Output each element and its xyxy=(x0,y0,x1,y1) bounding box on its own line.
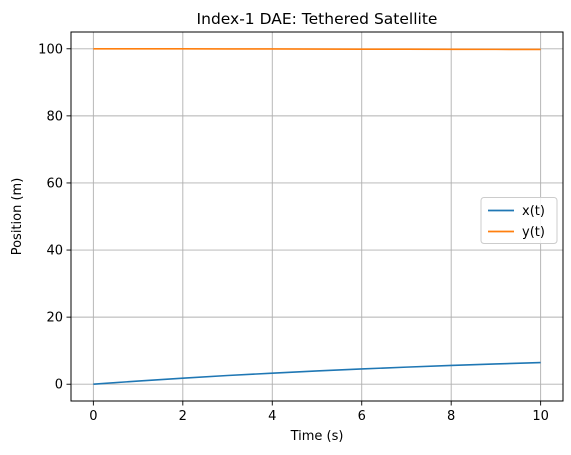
series-lines xyxy=(93,47,541,386)
plot-area-frame xyxy=(70,31,564,402)
legend-label: y(t) xyxy=(522,225,545,240)
x-tick-label: 2 xyxy=(179,409,187,424)
x-tick-label: 0 xyxy=(89,409,97,424)
chart-title: Index-1 DAE: Tethered Satellite xyxy=(197,10,438,28)
x-tick-label: 10 xyxy=(532,409,549,424)
y-tick-label: 100 xyxy=(38,42,63,57)
y-axis-label: Position (m) xyxy=(10,178,25,256)
legend-label: x(t) xyxy=(522,204,545,219)
legend-box xyxy=(480,197,558,244)
x-tick-label: 8 xyxy=(447,409,455,424)
y-tick-label: 0 xyxy=(55,378,63,393)
y-tick-label: 20 xyxy=(46,311,63,326)
y-tick-label: 80 xyxy=(46,109,63,124)
series-line-yt xyxy=(93,47,541,51)
x-tick-label: 4 xyxy=(268,409,276,424)
series-line-xt xyxy=(93,361,541,386)
y-tick-label: 60 xyxy=(46,176,63,191)
legend: x(t) y(t) xyxy=(480,197,558,244)
y-tick-label: 40 xyxy=(46,244,63,259)
x-axis-label: Time (s) xyxy=(290,429,344,444)
x-tick-label: 6 xyxy=(358,409,366,424)
